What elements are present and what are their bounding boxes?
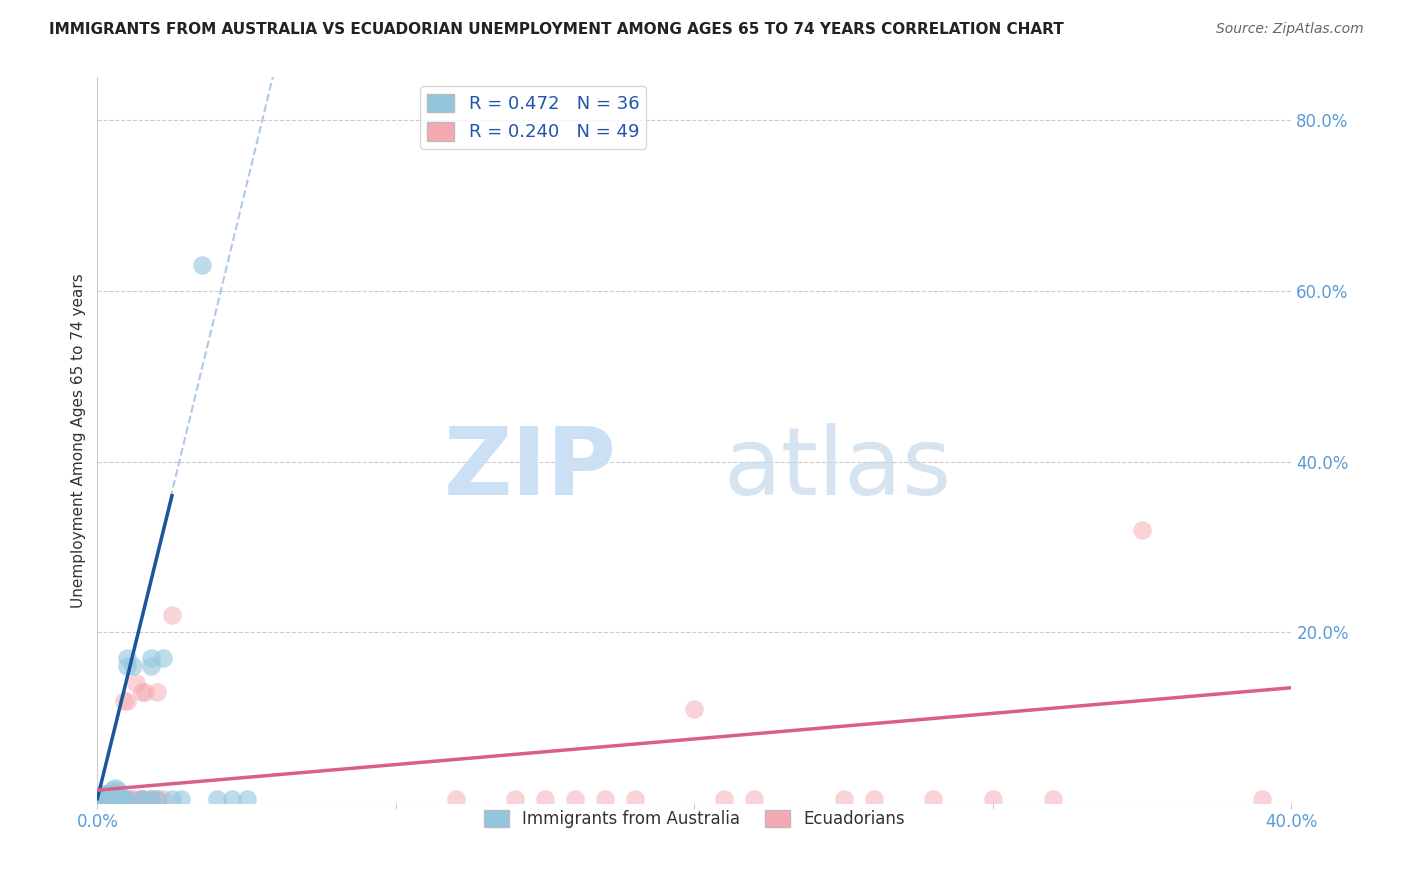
Point: [107, 791, 129, 805]
Point: [91, 788, 114, 802]
Point: [98, 791, 121, 805]
Point: [152, 651, 174, 665]
Point: [221, 791, 243, 805]
Point: [593, 791, 616, 805]
Point: [101, 783, 124, 797]
Point: [107, 791, 129, 805]
Point: [713, 791, 735, 805]
Point: [112, 693, 135, 707]
Point: [139, 791, 162, 805]
Point: [134, 685, 156, 699]
Point: [125, 676, 148, 690]
Point: [110, 791, 132, 805]
Point: [122, 659, 145, 673]
Point: [139, 791, 162, 805]
Point: [503, 791, 526, 805]
Point: [101, 791, 124, 805]
Y-axis label: Unemployment Among Ages 65 to 74 years: Unemployment Among Ages 65 to 74 years: [72, 273, 86, 607]
Point: [146, 791, 169, 805]
Point: [205, 791, 228, 805]
Point: [115, 659, 138, 673]
Point: [107, 783, 129, 797]
Point: [101, 791, 124, 805]
Point: [1250, 791, 1272, 805]
Point: [191, 258, 214, 272]
Point: [444, 791, 467, 805]
Point: [131, 791, 153, 805]
Point: [131, 791, 153, 805]
Point: [104, 780, 127, 795]
Point: [862, 791, 884, 805]
Point: [112, 791, 135, 805]
Legend: Immigrants from Australia, Ecuadorians: Immigrants from Australia, Ecuadorians: [477, 803, 911, 835]
Point: [139, 659, 162, 673]
Text: atlas: atlas: [724, 423, 952, 516]
Point: [981, 791, 1004, 805]
Point: [91, 791, 114, 805]
Point: [89, 791, 111, 805]
Point: [120, 791, 142, 805]
Point: [89, 789, 111, 804]
Point: [146, 685, 169, 699]
Text: Source: ZipAtlas.com: Source: ZipAtlas.com: [1216, 22, 1364, 37]
Point: [110, 791, 132, 805]
Point: [96, 791, 118, 805]
Point: [922, 791, 945, 805]
Point: [112, 791, 135, 805]
Point: [115, 791, 138, 805]
Point: [104, 791, 127, 805]
Point: [131, 685, 153, 699]
Point: [1130, 523, 1153, 537]
Point: [98, 791, 121, 805]
Point: [104, 791, 127, 805]
Point: [91, 791, 114, 805]
Point: [146, 791, 169, 805]
Point: [534, 791, 557, 805]
Point: [107, 791, 129, 805]
Point: [96, 791, 118, 805]
Point: [101, 791, 124, 805]
Point: [1042, 791, 1064, 805]
Point: [564, 791, 586, 805]
Point: [91, 791, 114, 805]
Point: [623, 791, 645, 805]
Point: [101, 791, 124, 805]
Point: [122, 791, 145, 805]
Point: [115, 651, 138, 665]
Point: [98, 788, 121, 802]
Point: [110, 791, 132, 805]
Point: [128, 791, 150, 805]
Point: [96, 788, 118, 802]
Point: [96, 791, 118, 805]
Point: [683, 702, 706, 716]
Point: [832, 791, 855, 805]
Point: [139, 651, 162, 665]
Point: [131, 791, 153, 805]
Point: [170, 791, 193, 805]
Point: [104, 791, 127, 805]
Point: [131, 791, 153, 805]
Point: [96, 791, 118, 805]
Point: [98, 791, 121, 805]
Point: [160, 791, 183, 805]
Point: [160, 608, 183, 623]
Point: [115, 693, 138, 707]
Point: [235, 791, 257, 805]
Text: ZIP: ZIP: [444, 423, 617, 516]
Point: [115, 791, 138, 805]
Text: IMMIGRANTS FROM AUSTRALIA VS ECUADORIAN UNEMPLOYMENT AMONG AGES 65 TO 74 YEARS C: IMMIGRANTS FROM AUSTRALIA VS ECUADORIAN …: [49, 22, 1064, 37]
Point: [139, 791, 162, 805]
Point: [742, 791, 765, 805]
Point: [152, 791, 174, 805]
Point: [89, 791, 111, 805]
Point: [110, 791, 132, 805]
